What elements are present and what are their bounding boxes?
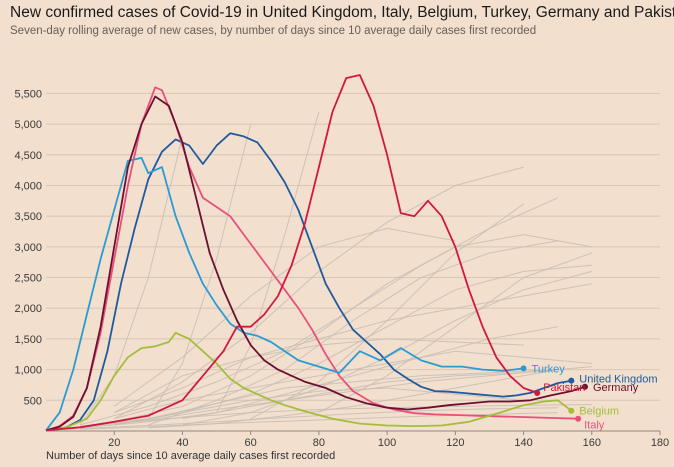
series-line-belgium xyxy=(45,331,572,432)
background-series-line xyxy=(114,350,592,420)
background-series-line xyxy=(250,203,524,420)
series-label-belgium: Belgium xyxy=(579,406,619,418)
series-label-germany: Germany xyxy=(593,382,639,394)
chart-title: New confirmed cases of Covid-19 in Unite… xyxy=(10,4,674,21)
series-line-italy xyxy=(45,86,579,432)
background-series-line xyxy=(148,240,558,426)
y-axis-ticks: 500 1,000 1,500 2,000 2,500 3,000 3,500 4,000 4,… xyxy=(14,88,42,407)
y-tick-label: 5,000 xyxy=(14,119,42,131)
series-label-turkey: Turkey xyxy=(532,363,566,375)
x-tick-label: 140 xyxy=(514,437,532,449)
series-line-turkey xyxy=(45,157,524,431)
series-end-point-turkey xyxy=(520,365,527,372)
x-tick-label: 100 xyxy=(378,437,396,449)
y-tick-label: 2,500 xyxy=(14,273,42,285)
x-tick-label: 80 xyxy=(313,437,325,449)
y-tick-label: 1,500 xyxy=(14,334,42,346)
highlighted-series xyxy=(45,74,588,432)
x-axis-ticks: 20 40 60 80 100 120 140 160 180 xyxy=(108,431,669,449)
series-label-pakistan: Pakistan xyxy=(543,382,585,394)
series-line-pakistan xyxy=(45,74,538,432)
series-end-point-belgium xyxy=(568,407,575,414)
background-series-line xyxy=(79,197,558,426)
series-end-point-pakistan xyxy=(534,389,541,396)
background-series-line xyxy=(216,111,320,413)
background-series-line xyxy=(113,227,456,407)
background-series-line xyxy=(113,166,524,420)
series-end-point-germany xyxy=(581,383,588,390)
y-tick-label: 5,500 xyxy=(14,88,42,100)
series-line-germany xyxy=(45,95,586,432)
series-end-point-united-kingdom xyxy=(568,377,575,384)
series-line-united-kingdom xyxy=(45,132,572,432)
x-tick-label: 20 xyxy=(108,437,120,449)
x-axis-label: Number of days since 10 average daily ca… xyxy=(46,450,335,462)
x-tick-label: 40 xyxy=(176,437,188,449)
background-series-line xyxy=(79,136,183,426)
y-tick-label: 2,000 xyxy=(14,303,42,315)
series-label-united-kingdom: United Kingdom xyxy=(579,374,657,386)
background-series-line xyxy=(182,372,524,420)
y-tick-label: 4,000 xyxy=(14,180,42,192)
background-series-line xyxy=(80,412,558,430)
background-series-line xyxy=(147,123,252,419)
x-tick-label: 120 xyxy=(446,437,464,449)
series-label-italy: Italy xyxy=(584,420,605,432)
series-end-point-italy xyxy=(575,415,582,422)
x-tick-label: 60 xyxy=(245,437,257,449)
background-series xyxy=(79,111,592,430)
grid-lines xyxy=(46,92,660,432)
background-series-line xyxy=(114,404,592,425)
x-tick-label: 160 xyxy=(583,437,601,449)
series-labels: United Kingdom Italy Belgium Turkey Germany P… xyxy=(532,363,658,431)
background-series-line xyxy=(80,369,558,427)
background-series-line xyxy=(318,252,592,414)
y-tick-label: 4,500 xyxy=(14,150,42,162)
y-tick-label: 1,000 xyxy=(14,365,42,377)
chart-subtitle: Seven-day rolling average of new cases, … xyxy=(10,25,537,37)
x-tick-label: 180 xyxy=(651,437,669,449)
y-tick-label: 3,000 xyxy=(14,242,42,254)
background-series-line xyxy=(114,264,592,426)
y-tick-label: 3,500 xyxy=(14,211,42,223)
y-tick-label: 500 xyxy=(24,395,42,407)
